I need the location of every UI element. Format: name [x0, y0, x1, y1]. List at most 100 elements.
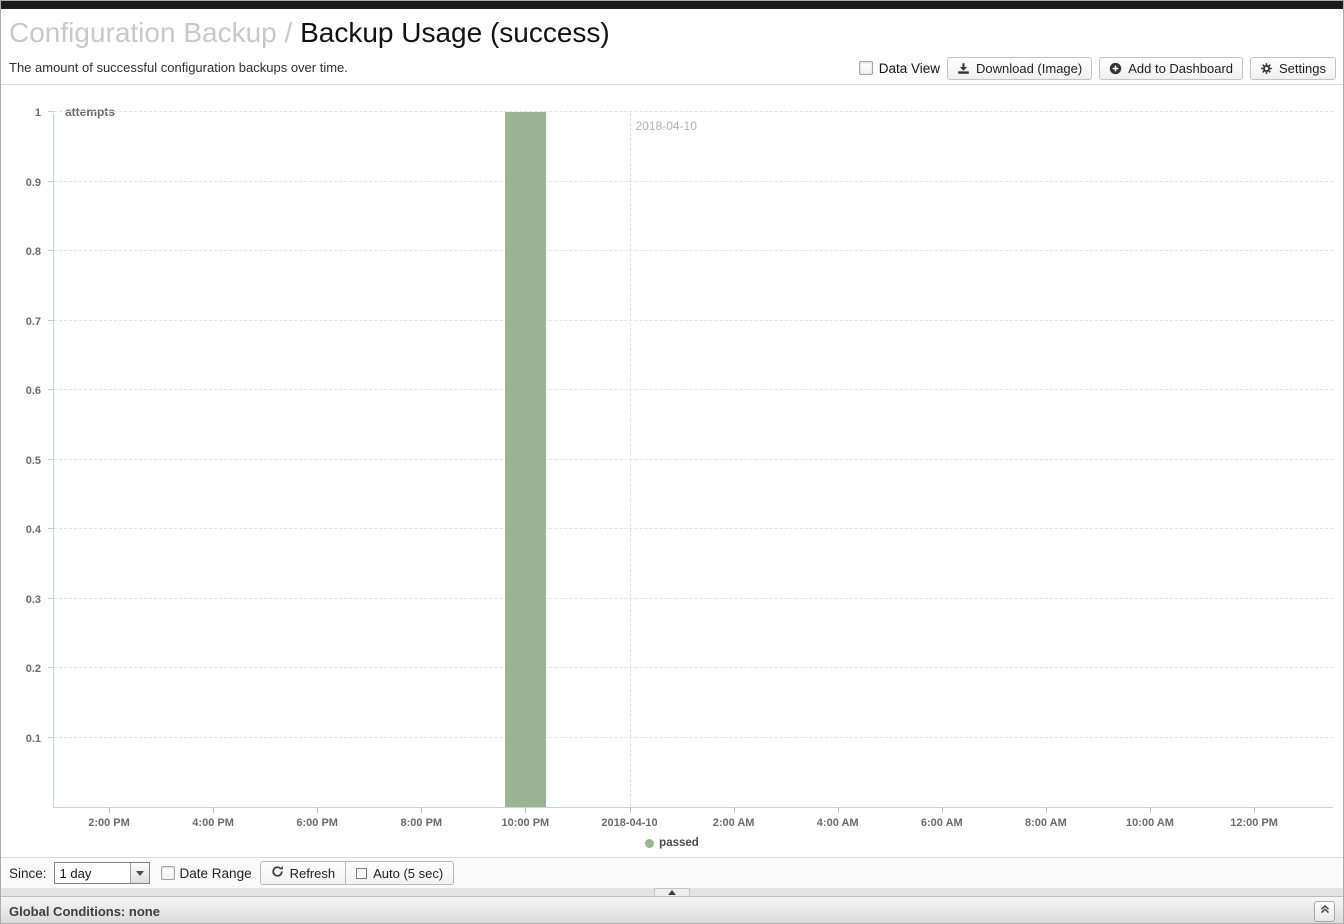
- y-tick-label: 0.4: [25, 524, 41, 536]
- x-tick-mark: [421, 807, 423, 813]
- global-conditions-text: Global Conditions: none: [9, 903, 160, 919]
- y-gridline: [54, 736, 1333, 738]
- y-tick-mark: [48, 319, 54, 321]
- y-tick-mark: [48, 597, 54, 599]
- download-image-button[interactable]: Download (Image): [947, 56, 1093, 80]
- header: Configuration Backup / Backup Usage (suc…: [1, 9, 1343, 85]
- date-range-label[interactable]: Date Range: [179, 865, 252, 881]
- y-tick-mark: [48, 736, 54, 738]
- x-tick-mark: [733, 807, 735, 813]
- x-tick-label: 6:00 PM: [296, 817, 338, 829]
- y-gridline: [54, 528, 1333, 529]
- header-actions: Data View Download (Image) Add to Dashbo…: [858, 56, 1336, 80]
- chevron-down-icon: [135, 870, 144, 876]
- x-tick-mark: [1045, 807, 1047, 813]
- x-tick-label: 2:00 PM: [88, 817, 130, 829]
- x-tick-mark: [629, 807, 631, 813]
- y-tick-mark: [48, 389, 54, 390]
- legend-label-passed: passed: [659, 837, 699, 849]
- add-to-dashboard-button[interactable]: Add to Dashboard: [1099, 56, 1244, 80]
- date-boundary-gridline: [629, 113, 631, 807]
- x-tick-mark: [109, 807, 110, 813]
- plus-circle-icon: [1109, 62, 1122, 75]
- y-tick-label: 1: [34, 107, 41, 119]
- title-row: Configuration Backup / Backup Usage (suc…: [9, 15, 610, 51]
- chart-description: The amount of successful configuration b…: [9, 60, 348, 75]
- bar-passed: [504, 112, 546, 807]
- since-select-trigger[interactable]: [129, 863, 149, 883]
- data-view-checkbox[interactable]: [858, 61, 873, 75]
- expand-panel-button[interactable]: [1314, 900, 1335, 922]
- y-tick-mark: [48, 180, 54, 182]
- legend-dot-passed: [645, 838, 655, 848]
- y-gridline: [54, 111, 1333, 112]
- download-button-label: Download (Image): [976, 60, 1083, 76]
- auto-refresh-button[interactable]: Auto (5 sec): [345, 861, 455, 885]
- x-tick-label: 12:00 PM: [1230, 817, 1278, 829]
- y-gridline: [54, 180, 1333, 182]
- y-tick-label: 0.7: [25, 315, 41, 328]
- y-gridline: [54, 597, 1333, 599]
- x-tick-label: 10:00 AM: [1126, 817, 1174, 829]
- date-range-checkbox[interactable]: [160, 866, 175, 880]
- since-selected-value: 1 day: [59, 865, 92, 881]
- x-tick-label: 6:00 AM: [920, 817, 963, 829]
- breadcrumb-separator: /: [284, 17, 301, 48]
- y-tick-label: 0.1: [25, 732, 41, 745]
- settings-button-label: Settings: [1279, 60, 1326, 76]
- y-axis-title: attempts: [65, 105, 116, 119]
- date-annotation: 2018-04-10: [635, 119, 697, 133]
- refresh-button-group: Refresh Auto (5 sec): [259, 861, 455, 885]
- gear-icon: [1260, 62, 1273, 75]
- since-select[interactable]: 1 day: [53, 862, 150, 884]
- y-tick-label: 0.9: [25, 176, 41, 189]
- data-view-label[interactable]: Data View: [878, 60, 940, 76]
- plot-area: attempts 2:00 PM 4:00 PM 6:00 PM 8:00 PM 10:…: [48, 105, 1333, 829]
- y-tick-mark: [48, 111, 54, 112]
- x-tick-label: 8:00 PM: [400, 817, 443, 829]
- date-range-control: Date Range: [160, 865, 252, 881]
- refresh-icon: [271, 865, 284, 881]
- y-gridline: [54, 667, 1333, 668]
- panel-splitter[interactable]: [1, 888, 1343, 896]
- x-tick-label: 2:00 AM: [712, 817, 755, 829]
- x-tick-label: 10:00 PM: [501, 817, 550, 829]
- auto-button-label: Auto (5 sec): [373, 865, 444, 881]
- window-top-strip: [1, 1, 1343, 9]
- y-tick-label: 0.5: [25, 454, 41, 467]
- y-gridline: [54, 389, 1333, 390]
- y-tick-mark: [48, 250, 54, 251]
- x-tick-mark: [213, 807, 215, 813]
- x-tick-mark: [837, 807, 839, 813]
- x-tick-label: 2018-04-10: [601, 817, 658, 829]
- y-tick-label: 0.8: [25, 246, 41, 258]
- download-icon: [957, 62, 970, 75]
- y-tick-label: 0.6: [25, 385, 41, 397]
- x-tick-label: 8:00 AM: [1025, 817, 1067, 829]
- y-gridline: [54, 250, 1333, 251]
- x-tick-label: 4:00 PM: [192, 817, 234, 829]
- chart-legend: passed: [1, 837, 1343, 849]
- page-title: Backup Usage (success): [300, 17, 610, 48]
- y-tick-label: 0.3: [25, 593, 41, 606]
- splitter-collapse-handle[interactable]: [654, 888, 690, 896]
- refresh-button-label: Refresh: [289, 865, 336, 881]
- since-label: Since:: [9, 865, 47, 881]
- x-tick-mark: [1254, 807, 1256, 813]
- x-tick-mark: [317, 807, 319, 813]
- x-tick-mark: [525, 807, 527, 813]
- status-bar: Global Conditions: none: [1, 896, 1343, 923]
- x-tick-label: 4:00 AM: [816, 817, 859, 829]
- y-tick-mark: [48, 667, 54, 668]
- refresh-button[interactable]: Refresh: [259, 861, 347, 885]
- settings-button[interactable]: Settings: [1250, 56, 1336, 80]
- y-tick-mark: [48, 458, 54, 460]
- y-gridline: [54, 458, 1333, 460]
- double-chevron-up-icon: [1319, 902, 1331, 920]
- breadcrumb[interactable]: Configuration Backup: [9, 17, 277, 48]
- y-tick-mark: [48, 528, 54, 529]
- x-tick-mark: [941, 807, 943, 813]
- y-axis-labels: 0.1 0.2 0.3 0.4 0.5 0.6 0.7 0.8 0.9 1: [1, 107, 41, 808]
- auto-checkbox-icon: [356, 867, 368, 879]
